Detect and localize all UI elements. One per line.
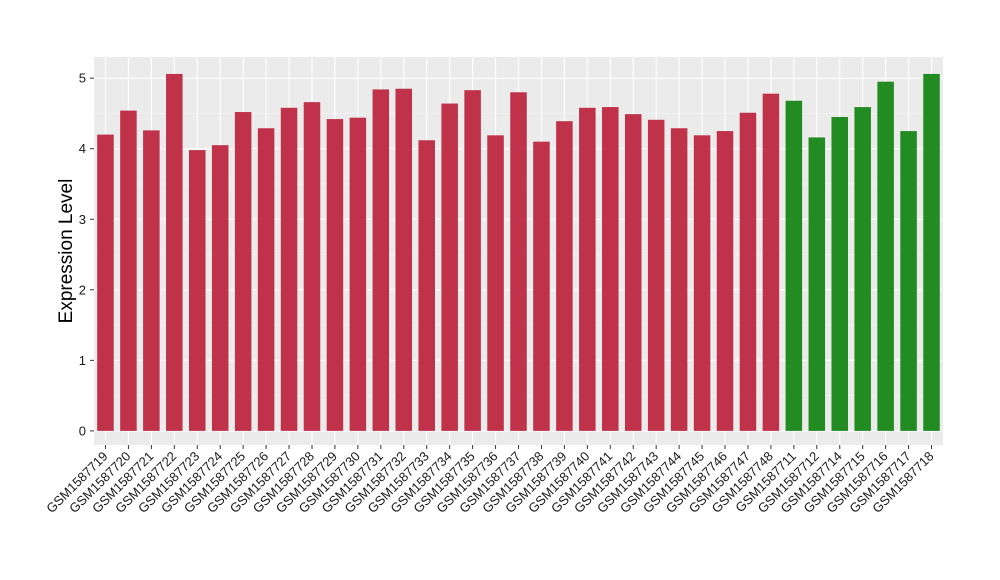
bar-GSM1587715 [854,107,871,431]
y-tick-label: 4 [79,141,86,156]
x-axis: GSM1587719GSM1587720GSM1587721GSM1587722… [43,445,937,516]
bar-GSM1587738 [533,141,550,431]
bars [97,73,940,431]
y-tick-label: 5 [79,71,86,86]
y-tick-label: 1 [79,353,86,368]
bar-GSM1587740 [579,107,596,431]
bar-GSM1587718 [923,73,940,431]
bar-GSM1587745 [693,135,711,431]
y-axis-title: Expression Level [56,179,77,324]
bar-GSM1587720 [120,110,137,431]
bar-GSM1587725 [234,112,252,431]
y-tick-label: 2 [79,282,86,297]
bar-GSM1587744 [670,128,688,431]
bar-GSM1587719 [97,134,114,431]
bar-GSM1587717 [900,131,917,431]
bar-GSM1587737 [510,92,527,431]
bar-GSM1587747 [739,112,757,431]
y-axis: 0 1 2 3 4 5 [79,71,94,438]
bar-GSM1587724 [211,145,229,431]
bar-GSM1587748 [762,93,780,431]
bar-GSM1587729 [326,119,344,431]
y-tick-label: 3 [79,212,86,227]
bar-GSM1587721 [143,130,160,431]
bar-GSM1587727 [280,107,298,431]
bar-GSM1587739 [556,121,573,431]
y-tick-label: 0 [79,423,86,438]
bar-GSM1587736 [487,135,504,431]
bar-GSM1587711 [785,100,803,431]
bar-GSM1587728 [303,102,321,431]
bar-GSM1587733 [418,140,435,431]
bar-GSM1587716 [877,81,894,431]
bar-GSM1587732 [395,88,413,431]
bar-GSM1587712 [808,137,826,431]
bar-GSM1587735 [464,90,481,431]
bar-GSM1587742 [624,114,642,431]
bar-GSM1587723 [188,150,206,431]
bar-GSM1587714 [831,116,849,431]
bar-GSM1587746 [716,131,734,431]
bar-GSM1587743 [647,119,665,431]
bar-GSM1587741 [602,107,619,431]
bar-GSM1587730 [349,117,367,431]
bar-GSM1587726 [257,128,275,431]
bar-GSM1587722 [166,73,183,431]
bar-GSM1587731 [372,89,390,431]
bar-GSM1587734 [441,103,458,431]
